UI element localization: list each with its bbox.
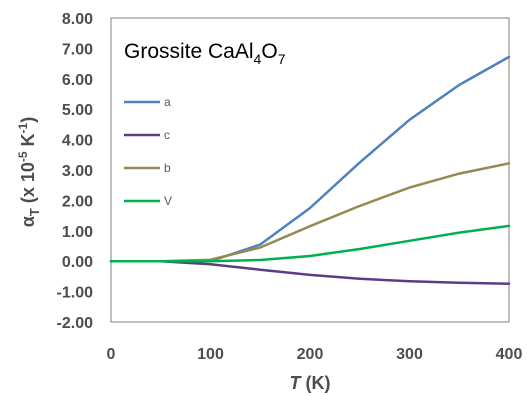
plot-frame <box>110 17 510 323</box>
legend-label-c: c <box>164 128 170 142</box>
x-tick-label: 400 <box>496 346 523 363</box>
y-tick-label: 7.00 <box>62 41 93 58</box>
chart-annotation: Grossite CaAl4O7 <box>124 40 286 67</box>
y-tick-label: 5.00 <box>62 102 93 119</box>
x-axis-title: T (K) <box>290 373 331 393</box>
y-axis-title: αT (x 10-5 K-1) <box>16 117 42 227</box>
legend: a c b V <box>124 95 172 208</box>
series-line-V <box>109 224 511 263</box>
x-tick-label: 200 <box>297 346 324 363</box>
y-tick-label: 4.00 <box>62 133 93 150</box>
y-tick-label: 8.00 <box>62 11 93 28</box>
y-tick-label: 2.00 <box>62 193 93 210</box>
y-tick-labels: -2.00 -1.00 0.00 1.00 2.00 3.00 4.00 5.00 6.00 7.… <box>57 11 94 332</box>
y-tick-label: 3.00 <box>62 163 93 180</box>
legend-label-a: a <box>164 95 171 109</box>
y-tick-label: -1.00 <box>57 285 94 302</box>
x-tick-label: 0 <box>107 346 116 363</box>
legend-label-V: V <box>164 194 172 208</box>
x-tick-labels: 0 100 200 300 400 <box>107 346 523 363</box>
x-tick-label: 100 <box>197 346 224 363</box>
y-tick-label: 6.00 <box>62 72 93 89</box>
series-layer <box>109 55 511 285</box>
legend-label-b: b <box>164 161 171 175</box>
y-tick-label: 0.00 <box>62 254 93 271</box>
y-tick-label: 1.00 <box>62 224 93 241</box>
x-tick-label: 300 <box>396 346 423 363</box>
y-tick-label: -2.00 <box>57 315 94 332</box>
